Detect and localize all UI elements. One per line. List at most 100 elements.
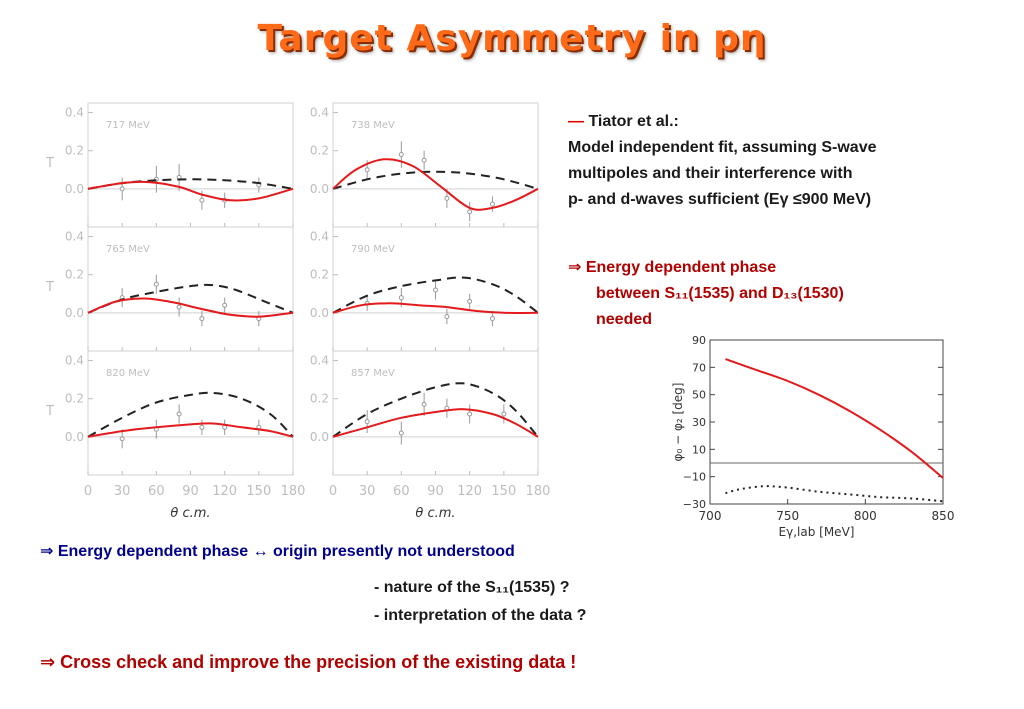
x-tick-label: 60 <box>393 484 410 499</box>
data-point <box>199 197 205 203</box>
y-tick-label: 0.0 <box>310 430 329 444</box>
y-tick-label: 0.2 <box>310 392 329 406</box>
energy-label: 717 MeV <box>106 120 150 131</box>
dashed-curve <box>332 276 539 314</box>
y-tick-label: 0.4 <box>65 354 84 368</box>
data-point <box>176 411 182 417</box>
y-tick-label: 0.4 <box>65 106 84 120</box>
model-line-1: Model independent fit, assuming S-wave <box>568 139 877 156</box>
y-tick-label: 0.0 <box>310 306 329 320</box>
y-tick-label: 0.0 <box>65 430 84 444</box>
energy-phase-b: origin presently not understood <box>273 543 515 560</box>
panel-738-mev: 0.0 0.2 0.4 738 MeV <box>310 102 539 228</box>
tiator-heading: — Tiator et al.: <box>568 112 679 132</box>
phase-conclusion-2: between S₁₁(1535) and D₁₃(1530) <box>596 285 844 302</box>
y-tick-label: 0.2 <box>65 392 84 406</box>
model-curve <box>332 408 539 438</box>
phase-difference-chart: −30 −10 10 30 50 70 90 700 750 800 850 Eγ,lab [MeV]… <box>671 334 955 539</box>
panel-765-mev: 0.0 0.2 0.4 T 765 MeV <box>45 226 294 352</box>
y-tick-label: 0.0 <box>65 306 84 320</box>
x-tick-label: 30 <box>114 484 131 499</box>
energy-phase-line: ⇒ Energy dependent phase ↔ origin presen… <box>40 542 515 562</box>
phase-conclusion-3: needed <box>596 311 653 328</box>
x-tick-label: 30 <box>359 484 376 499</box>
model-curve <box>332 302 539 314</box>
tiator-dash: — <box>568 113 584 130</box>
model-curve <box>332 158 539 211</box>
data-point <box>467 209 473 215</box>
x-tick-label: 180 <box>281 484 306 499</box>
data-point <box>421 157 427 163</box>
phase-x-tick-label: 750 <box>776 509 799 523</box>
phase-y-tick-label: −30 <box>683 498 706 511</box>
model-line-3: p- and d-waves sufficient (Eγ ≤900 MeV) <box>568 191 872 208</box>
data-point <box>199 424 205 430</box>
y-tick-label: 0.2 <box>65 144 84 158</box>
energy-phase-a: ⇒ Energy dependent phase ↔ <box>40 543 269 560</box>
data-point <box>489 201 495 207</box>
phase-conclusion-1: ⇒ Energy dependent phase <box>568 259 777 276</box>
data-point <box>398 295 404 301</box>
energy-label: 765 MeV <box>106 244 150 255</box>
x-axis-label: θ c.m. <box>415 506 455 521</box>
data-point <box>398 430 404 436</box>
data-point <box>421 401 427 407</box>
cross-check-line: ⇒ Cross check and improve the precision … <box>40 652 577 672</box>
panel-790-mev: 0.0 0.2 0.4 790 MeV <box>310 226 539 352</box>
panel-857-mev: 0.0 0.2 0.4 857 MeV 0 30 60 90 120 150 180 θ c.m. <box>310 350 550 521</box>
bullet-interpretation: - interpretation of the data ? <box>374 607 587 624</box>
y-tick-label: 0.0 <box>65 182 84 196</box>
x-tick-label: 90 <box>427 484 444 499</box>
data-point <box>119 186 125 192</box>
y-tick-label: 0.2 <box>310 144 329 158</box>
x-tick-label: 150 <box>491 484 516 499</box>
data-point <box>467 298 473 304</box>
model-curve <box>87 422 294 438</box>
phase-frame <box>709 339 944 505</box>
bullet-nature: - nature of the S₁₁(1535) ? <box>374 579 570 596</box>
y-axis-label: T <box>45 280 54 295</box>
tiator-name: Tiator et al.: <box>584 113 679 130</box>
panel-820-mev: 0.0 0.2 0.4 T 820 MeV 0 30 60 90 120 150 180 θ c.m. <box>45 350 306 521</box>
data-point <box>364 167 370 173</box>
phase-dotted-series <box>725 485 944 503</box>
phase-y-axis-label: φ₀ − φ₂ [deg] <box>671 383 685 462</box>
phase-x-tick-label: 800 <box>854 509 877 523</box>
x-tick-label: 0 <box>84 484 92 499</box>
y-tick-label: 0.4 <box>310 230 329 244</box>
energy-label: 738 MeV <box>351 120 395 131</box>
y-tick-label: 0.0 <box>310 182 329 196</box>
energy-label: 790 MeV <box>351 244 395 255</box>
data-point <box>444 314 450 320</box>
data-point <box>222 302 228 308</box>
data-point <box>153 281 159 287</box>
phase-x-tick-label: 850 <box>932 509 955 523</box>
x-tick-label: 90 <box>182 484 199 499</box>
data-point <box>467 411 473 417</box>
model-curve <box>87 180 294 202</box>
y-tick-label: 0.2 <box>310 268 329 282</box>
y-tick-label: 0.4 <box>65 230 84 244</box>
phase-y-tick-label: −10 <box>683 471 706 484</box>
dashed-curve <box>332 170 539 190</box>
phase-x-axis-label: Eγ,lab [MeV] <box>779 525 855 539</box>
data-point <box>364 419 370 425</box>
phase-y-tick-label: 70 <box>692 361 706 374</box>
dashed-curve <box>87 391 294 438</box>
y-axis-label: T <box>45 156 54 171</box>
energy-label: 857 MeV <box>351 368 395 379</box>
x-tick-label: 120 <box>457 484 482 499</box>
x-tick-label: 180 <box>526 484 550 499</box>
x-tick-label: 0 <box>329 484 337 499</box>
x-tick-label: 120 <box>212 484 237 499</box>
data-point <box>199 316 205 322</box>
y-tick-label: 0.4 <box>310 106 329 120</box>
y-tick-label: 0.4 <box>310 354 329 368</box>
energy-label: 820 MeV <box>106 368 150 379</box>
model-line-2: multipoles and their interference with <box>568 165 853 182</box>
phase-y-tick-label: 10 <box>692 443 706 456</box>
data-point <box>433 287 438 293</box>
data-point <box>444 195 450 201</box>
model-curve <box>87 297 294 318</box>
